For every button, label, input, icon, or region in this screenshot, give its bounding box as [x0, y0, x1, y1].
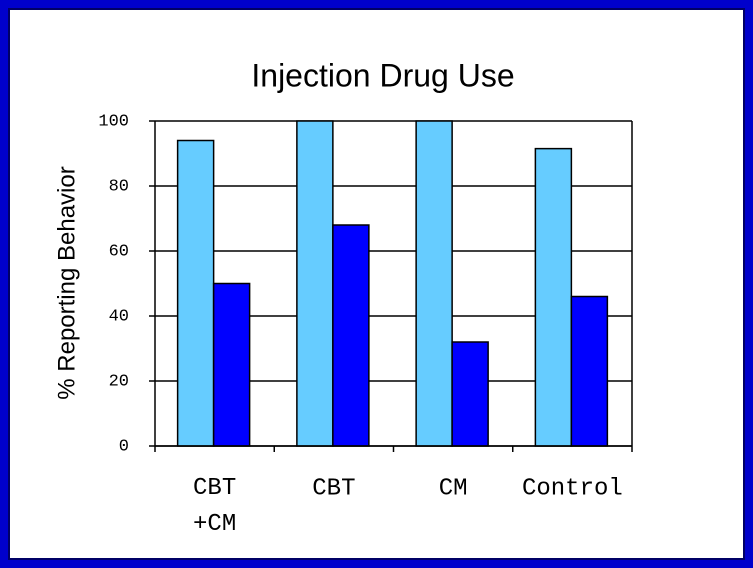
- bar: [332, 224, 370, 447]
- bar: [451, 341, 489, 447]
- y-tick-label: 0: [119, 437, 129, 456]
- y-tick-label: 100: [98, 112, 129, 131]
- y-tick-label: 20: [109, 372, 129, 391]
- x-tick-label: Control: [522, 475, 623, 502]
- bar: [534, 147, 573, 447]
- y-tick-label: 60: [109, 242, 129, 261]
- x-tick-label: CM: [439, 475, 468, 502]
- slide-background: [8, 8, 745, 560]
- bar: [570, 295, 609, 447]
- bar: [296, 120, 334, 447]
- bar: [415, 120, 453, 447]
- bar: [212, 282, 251, 447]
- chart-title: Injection Drug Use: [251, 57, 514, 93]
- y-axis-label: % Reporting Behavior: [53, 166, 80, 399]
- y-tick-label: 80: [109, 177, 129, 196]
- y-tick-label: 40: [109, 307, 129, 326]
- x-tick-label: CBT +CM: [193, 475, 236, 538]
- bar: [176, 139, 215, 447]
- x-tick-label: CBT: [312, 475, 355, 502]
